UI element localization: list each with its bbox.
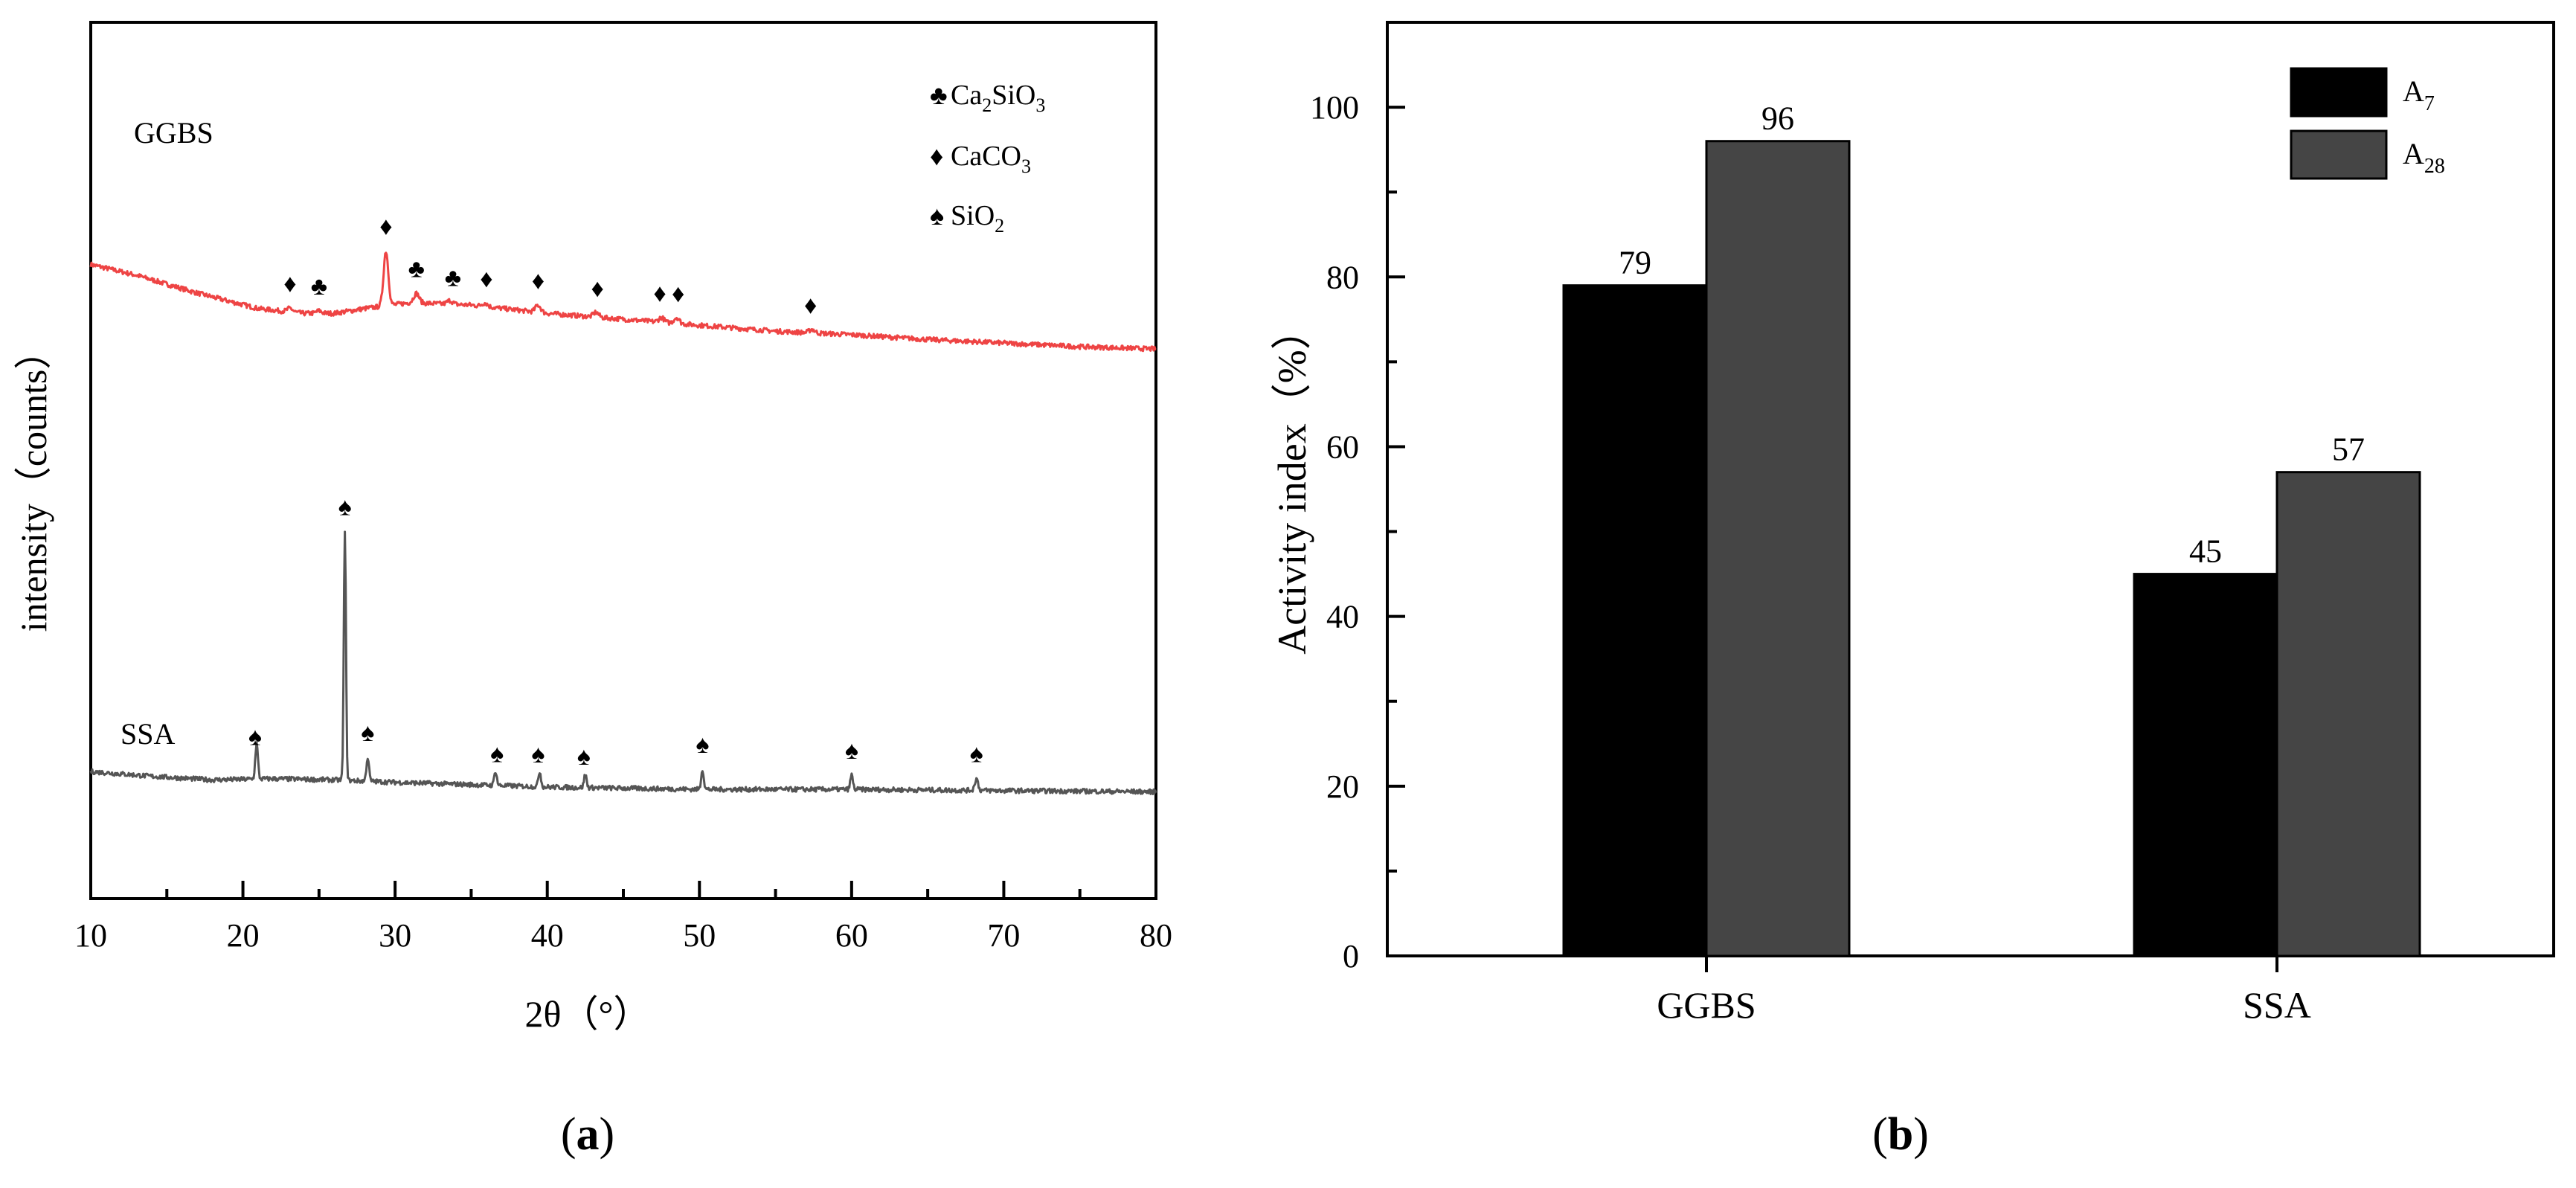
peak-marker-ssa: ♠ [338,494,352,521]
series-label-ssa: SSA [121,717,175,751]
legend-symbol-sio2: ♠ [930,201,944,231]
series-label-ggbs: GGBS [134,116,213,150]
legend-label-sio2: SiO2 [951,200,1004,237]
legend-item-caco3: ♦ CaCO3 [930,141,1031,177]
peak-marker-ssa: ♠ [696,731,709,759]
bar-ssa-a28 [2275,471,2421,957]
xrd-series-ggbs [89,251,1157,353]
legend-label-caco3: CaCO3 [951,141,1031,177]
bar-value-label: 45 [2189,533,2222,570]
legend-b: A7 A28 [2290,67,2445,180]
legend-symbol-ca2sio3: ♣ [930,80,948,110]
peak-marker-ssa: ♠ [577,743,591,771]
y-tick-label: 0 [1343,938,1359,975]
x-tick-label: 80 [1140,917,1172,954]
peak-marker-ssa: ♠ [970,741,983,768]
y-tick-label: 20 [1326,768,1359,805]
peak-marker-ggbs: ♦ [653,280,666,308]
x-axis-ticks-b: GGBS SSA [1657,956,2311,1026]
legend-label-a28: A28 [2403,137,2445,178]
peak-marker-ssa: ♠ [531,741,545,768]
bar-value-label: 96 [1761,100,1794,137]
peak-marker-ssa: ♠ [490,740,504,768]
x-tick-label: 70 [987,917,1020,954]
bar-ggbs-a28 [1705,140,1851,957]
panel-label-b: (b) [1872,1109,1929,1160]
legend-item-sio2: ♠ SiO2 [930,200,1004,237]
x-tick-label: 30 [379,917,411,954]
bars-group: 79 96 45 57 [1562,100,2421,957]
x-tick-label: 10 [74,917,107,954]
y-tick-label: 80 [1326,259,1359,295]
panel-label-a: (a) [561,1109,614,1160]
plot-frame-b [1386,21,2555,957]
x-tick-label: 60 [835,917,868,954]
category-label-ssa: SSA [2243,984,2311,1026]
peak-marker-ggbs: ♦ [283,270,296,298]
legend-swatch-a28 [2290,129,2388,180]
peak-marker-ssa: ♠ [845,737,858,765]
x-tick-label: 40 [531,917,564,954]
activity-index-chart: 0 20 40 60 80 100 79 96 45 57 GGBS SSA Activity i… [1270,21,2555,1160]
peak-marker-ggbs: ♦ [480,266,492,293]
x-axis-label-a: 2θ（°） [525,993,651,1035]
x-axis-ticks-a: 10 20 30 40 50 60 70 80 [74,881,1172,954]
y-axis-ticks-b: 0 20 40 60 80 100 [1310,89,1405,975]
peak-marker-ggbs: ♦ [591,275,604,303]
x-tick-label: 20 [227,917,260,954]
legend-label-a7: A7 [2403,74,2435,115]
legend-item-ca2sio3: ♣ Ca2SiO3 [930,80,1045,116]
peak-marker-ggbs: ♣ [445,265,461,292]
bar-ggbs-a7 [1562,284,1708,957]
legend-label-ca2sio3: Ca2SiO3 [951,80,1045,116]
legend-symbol-caco3: ♦ [930,141,943,171]
category-label-ggbs: GGBS [1657,984,1756,1026]
x-tick-label: 50 [683,917,716,954]
peak-marker-ggbs: ♦ [532,267,545,295]
y-axis-label-b: Activity index（%） [1270,309,1314,654]
peak-markers-group: ♦ ♣♦♣ ♣ ♦ ♦ ♦ ♦ ♦ ♦♠♠♠♠ ♠ ♠ ♠ ♠ ♠ [248,213,983,771]
peak-marker-ggbs: ♣ [408,255,425,283]
bar-value-label: 57 [2332,431,2365,468]
peak-marker-ssa: ♠ [361,719,374,747]
peak-marker-ggbs: ♦ [379,213,392,240]
xrd-series-ssa [89,530,1157,795]
peak-marker-ggbs: ♦ [672,280,684,308]
legend-a: ♣ Ca2SiO3 ♦ CaCO3 ♠ SiO2 [930,80,1045,237]
bar-ssa-a7 [2133,573,2278,957]
y-tick-label: 40 [1326,599,1359,635]
xrd-series-group [89,251,1157,795]
xrd-chart: 10 20 30 40 50 60 70 80 ♦ ♣♦♣ ♣ ♦ ♦ ♦ ♦ ♦ ♦♠♠♠♠ ♠ ♠ ♠ ♠ ♠ GG… [13,21,1172,1160]
y-axis-label-a: intensity（counts） [13,333,54,632]
y-tick-label: 100 [1310,89,1359,126]
legend-swatch-a7 [2290,67,2388,118]
peak-marker-ssa: ♠ [248,723,262,751]
y-tick-label: 60 [1326,428,1359,465]
peak-marker-ggbs: ♦ [804,292,817,319]
bar-value-label: 79 [1619,245,1651,281]
peak-marker-ggbs: ♣ [311,273,327,301]
